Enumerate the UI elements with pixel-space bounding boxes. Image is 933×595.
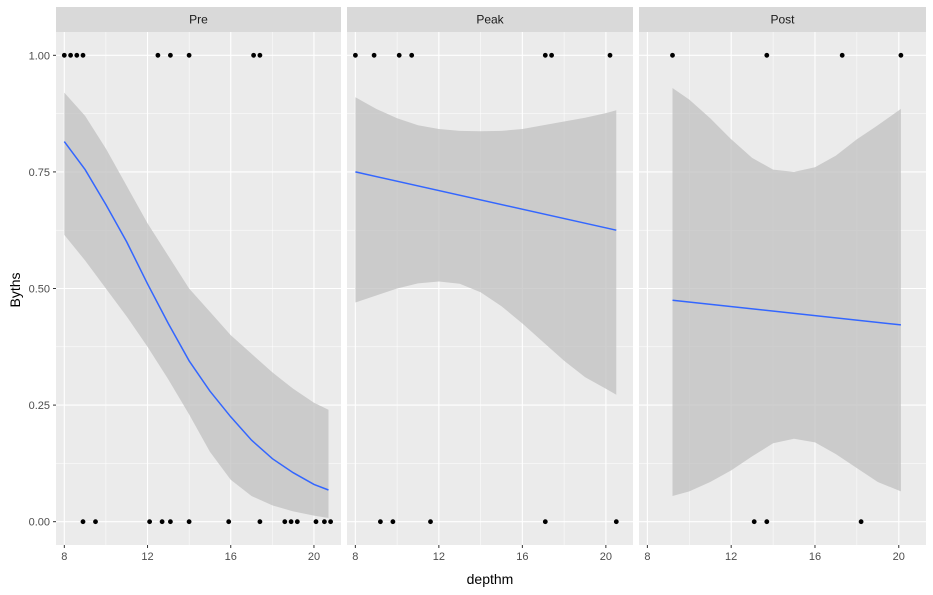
x-tick-label: 20: [893, 551, 905, 563]
data-point: [858, 519, 864, 525]
fit-line: [355, 171, 617, 231]
strip-label: Peak: [476, 13, 504, 27]
strip-background: [347, 7, 633, 32]
x-tick-label: 12: [725, 551, 737, 563]
data-point: [80, 52, 86, 58]
strip-background: [56, 7, 341, 32]
fit-line: [672, 299, 901, 326]
data-point: [390, 519, 396, 525]
data-point: [396, 52, 402, 58]
data-point: [147, 519, 153, 525]
data-point: [764, 52, 770, 58]
data-point: [61, 52, 67, 58]
y-tick-label: 1.00: [29, 50, 50, 62]
x-tick-label: 20: [600, 551, 612, 563]
data-point: [428, 519, 433, 525]
data-point: [257, 52, 263, 58]
x-axis-title: depthm: [467, 571, 514, 587]
x-tick-label: 16: [516, 551, 528, 563]
data-point: [670, 52, 675, 58]
data-point: [898, 52, 904, 58]
axes: 8 12 16 20 8 12 16 20 8 12 16 20 0.00 0.25 0.50 0.75 1.0…: [29, 50, 905, 563]
data-point: [542, 52, 548, 58]
facet-panel-peak: Peak: [347, 7, 633, 545]
data-point: [257, 519, 263, 525]
data-point: [186, 519, 192, 525]
y-tick-label: 0.25: [29, 400, 50, 412]
data-point: [186, 52, 192, 58]
data-point: [159, 519, 165, 525]
x-tick-label: 16: [809, 551, 821, 563]
y-axis-title: Byths: [7, 272, 23, 307]
strip-label: Pre: [189, 13, 208, 27]
fit-line: [63, 141, 329, 491]
x-tick-label: 12: [141, 551, 153, 563]
data-point: [294, 519, 300, 525]
data-point: [80, 519, 86, 525]
data-point: [251, 52, 256, 58]
data-point: [542, 519, 548, 525]
data-point: [378, 519, 383, 525]
data-point: [613, 519, 619, 525]
y-tick-label: 0.75: [29, 167, 50, 179]
confidence-band: [355, 97, 617, 395]
y-tick-label: 0.00: [29, 517, 50, 529]
data-point: [313, 519, 319, 525]
facet-panels: Pre Peak Post: [56, 7, 926, 545]
data-point: [74, 52, 80, 58]
data-point: [226, 519, 232, 525]
data-point: [764, 519, 770, 525]
x-tick-label: 8: [61, 551, 67, 563]
data-point: [328, 519, 333, 525]
facet-panel-post: Post: [639, 7, 926, 545]
data-point: [93, 519, 98, 525]
data-point: [751, 519, 757, 525]
data-point: [168, 52, 173, 58]
data-point: [68, 52, 73, 58]
data-point: [322, 519, 327, 525]
strip-background: [639, 7, 926, 32]
data-point: [155, 52, 161, 58]
data-point: [288, 519, 294, 525]
x-tick-label: 20: [308, 551, 320, 563]
data-point: [607, 52, 613, 58]
x-tick-label: 8: [644, 551, 650, 563]
data-point: [839, 52, 845, 58]
confidence-band: [672, 88, 901, 496]
data-point: [168, 519, 173, 525]
data-point: [353, 52, 358, 58]
y-tick-label: 0.50: [29, 284, 50, 296]
confidence-band: [64, 92, 329, 518]
x-tick-label: 12: [433, 551, 445, 563]
data-point: [409, 52, 415, 58]
data-point: [282, 519, 288, 525]
data-point: [549, 52, 554, 58]
x-tick-label: 8: [352, 551, 358, 563]
strip-label: Post: [770, 13, 795, 27]
data-point: [371, 52, 377, 58]
x-tick-label: 16: [225, 551, 237, 563]
facet-panel-pre: Pre: [56, 7, 341, 545]
